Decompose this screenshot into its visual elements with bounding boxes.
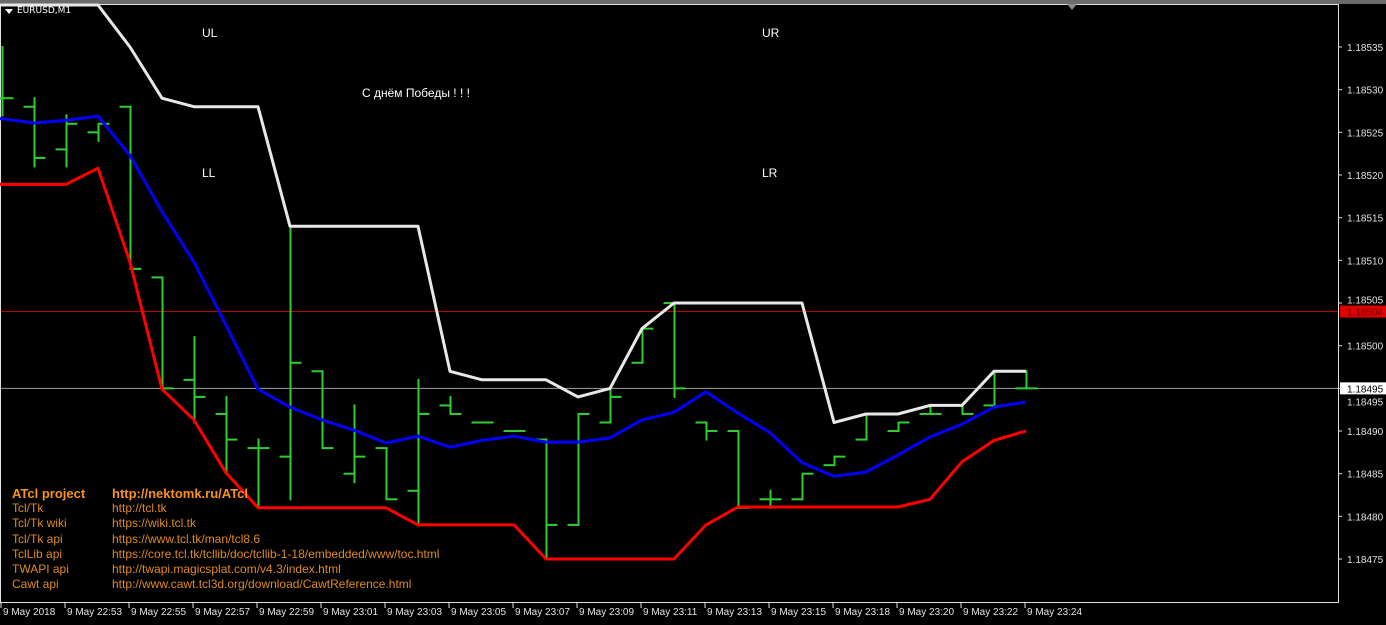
info-value: https://wiki.tcl.tk	[112, 516, 197, 531]
bid-price-label: 1.18495	[1347, 384, 1384, 395]
x-tick-label: 9 May 23:07	[515, 607, 570, 618]
greeting-text: С днём Победы ! ! !	[362, 86, 470, 100]
ohlc-bar	[343, 404, 366, 484]
x-tick-label: 9 May 23:03	[387, 607, 442, 618]
ohlc-bar	[535, 438, 558, 561]
info-row: TWAPI api http://twapi.magicsplat.com/v4.…	[12, 562, 439, 577]
ohlc-bar	[183, 336, 206, 424]
x-tick-label: 9 May 23:20	[899, 607, 954, 618]
y-tick-label: 1.18495	[1347, 397, 1384, 408]
ohlc-bar	[727, 430, 750, 509]
info-value: http://www.cawt.tcl3d.org/download/CawtR…	[112, 577, 412, 592]
x-tick-label: 9 May 23:13	[707, 607, 762, 618]
info-value: http://nektomk.ru/ATcl	[112, 486, 249, 501]
symbol-label[interactable]: EURUSD,M1	[5, 6, 71, 16]
info-row: Tcl/Tk http://tcl.tk	[12, 501, 439, 516]
ohlc-bar	[887, 421, 910, 433]
y-tick-label: 1.18515	[1347, 214, 1384, 225]
label-ur: UR	[762, 26, 780, 40]
x-tick-label: 9 May 23:01	[323, 607, 378, 618]
ohlc-bar	[471, 421, 494, 424]
y-tick-label: 1.18505	[1347, 296, 1384, 307]
x-tick-label: 9 May 23:22	[963, 607, 1018, 618]
x-tick-label: 9 May 23:18	[835, 607, 890, 618]
label-lr: LR	[762, 166, 778, 180]
label-ul: UL	[202, 26, 218, 40]
y-tick-label: 1.18500	[1347, 342, 1384, 353]
y-tick-label: 1.18485	[1347, 470, 1384, 481]
ohlc-bar	[311, 370, 334, 450]
ohlc-bar	[55, 114, 78, 168]
x-tick-label: 9 May 2018	[3, 607, 56, 618]
ohlc-bar	[247, 438, 270, 509]
x-tick-label: 9 May 23:11	[643, 607, 698, 618]
x-tick-label: 9 May 22:59	[259, 607, 314, 618]
y-tick-label: 1.18475	[1347, 555, 1384, 566]
ohlc-bar	[599, 387, 622, 424]
info-key: Tcl/Tk wiki	[12, 516, 67, 531]
y-tick-label: 1.18510	[1347, 256, 1384, 267]
upper-band-line	[0, 3, 1026, 424]
info-key: Tcl/Tk	[12, 501, 44, 516]
ohlc-bar	[407, 378, 430, 526]
y-tick-label: 1.18480	[1347, 512, 1384, 523]
label-ll: LL	[202, 166, 216, 180]
ohlc-bar	[151, 276, 174, 390]
shift-marker-icon[interactable]	[1067, 4, 1077, 10]
bid-price-badge	[1340, 382, 1386, 395]
x-tick-label: 9 May 22:53	[67, 607, 122, 618]
ohlc-bar	[695, 421, 718, 441]
x-tick-label: 9 May 23:09	[579, 607, 634, 618]
symbol-text: EURUSD,M1	[17, 6, 72, 16]
ohlc-bar	[503, 430, 526, 433]
x-tick-label: 9 May 23:05	[451, 607, 506, 618]
ohlc-bar	[279, 225, 302, 501]
info-key: TWAPI api	[12, 562, 69, 577]
ohlc-bar	[567, 412, 590, 526]
ohlc-bar	[215, 395, 238, 475]
ohlc-bar	[439, 395, 462, 415]
ohlc-bar	[791, 472, 814, 501]
x-tick-label: 9 May 23:15	[771, 607, 826, 618]
ohlc-bar	[23, 97, 46, 168]
info-row: Tcl/Tk api https://www.tcl.tk/man/tcl8.6	[12, 532, 439, 547]
ohlc-bar	[663, 302, 686, 398]
x-tick-label: 9 May 22:57	[195, 607, 250, 618]
info-key: Tcl/Tk api	[12, 531, 63, 546]
info-row: Tcl/Tk wiki https://wiki.tcl.tk	[12, 516, 439, 531]
y-tick-label: 1.18535	[1347, 43, 1384, 54]
y-tick-label: 1.18490	[1347, 427, 1384, 438]
middle-line	[0, 114, 1027, 478]
lower-band-line	[0, 166, 1027, 561]
info-value: http://twapi.magicsplat.com/v4.3/index.h…	[112, 562, 341, 577]
y-tick-label: 1.18520	[1347, 171, 1384, 182]
ask-price-label: 1.18504	[1347, 308, 1384, 319]
info-panel: ATcl project http://nektomk.ru/ATcl Tcl/…	[12, 486, 439, 592]
dropdown-triangle-icon[interactable]	[5, 8, 13, 14]
info-row: Cawt api http://www.cawt.tcl3d.org/downlo…	[12, 577, 439, 592]
y-tick-label: 1.18530	[1347, 86, 1384, 97]
ohlc-bar	[375, 447, 398, 501]
info-value: http://tcl.tk	[112, 501, 167, 516]
info-row: TclLib api https://core.tcl.tk/tcllib/doc…	[12, 547, 439, 562]
y-tick-label: 1.18525	[1347, 128, 1384, 139]
info-value: https://core.tcl.tk/tcllib/doc/tcllib-1-…	[112, 546, 440, 561]
window-top-strip	[0, 0, 1386, 4]
x-tick-label: 9 May 23:24	[1027, 607, 1082, 618]
ask-price-badge	[1340, 305, 1386, 318]
info-key: ATcl project	[12, 486, 86, 501]
x-tick-label: 9 May 22:55	[131, 607, 186, 618]
info-header: ATcl project http://nektomk.ru/ATcl	[12, 486, 439, 501]
ohlc-bar	[0, 46, 14, 117]
info-value: https://www.tcl.tk/man/tcl8.6	[112, 531, 261, 546]
info-key: TclLib api	[12, 546, 63, 561]
ohlc-bar	[631, 327, 654, 364]
ohlc-bar	[823, 455, 846, 467]
info-key: Cawt api	[12, 577, 59, 592]
ohlc-bar	[1015, 370, 1038, 390]
